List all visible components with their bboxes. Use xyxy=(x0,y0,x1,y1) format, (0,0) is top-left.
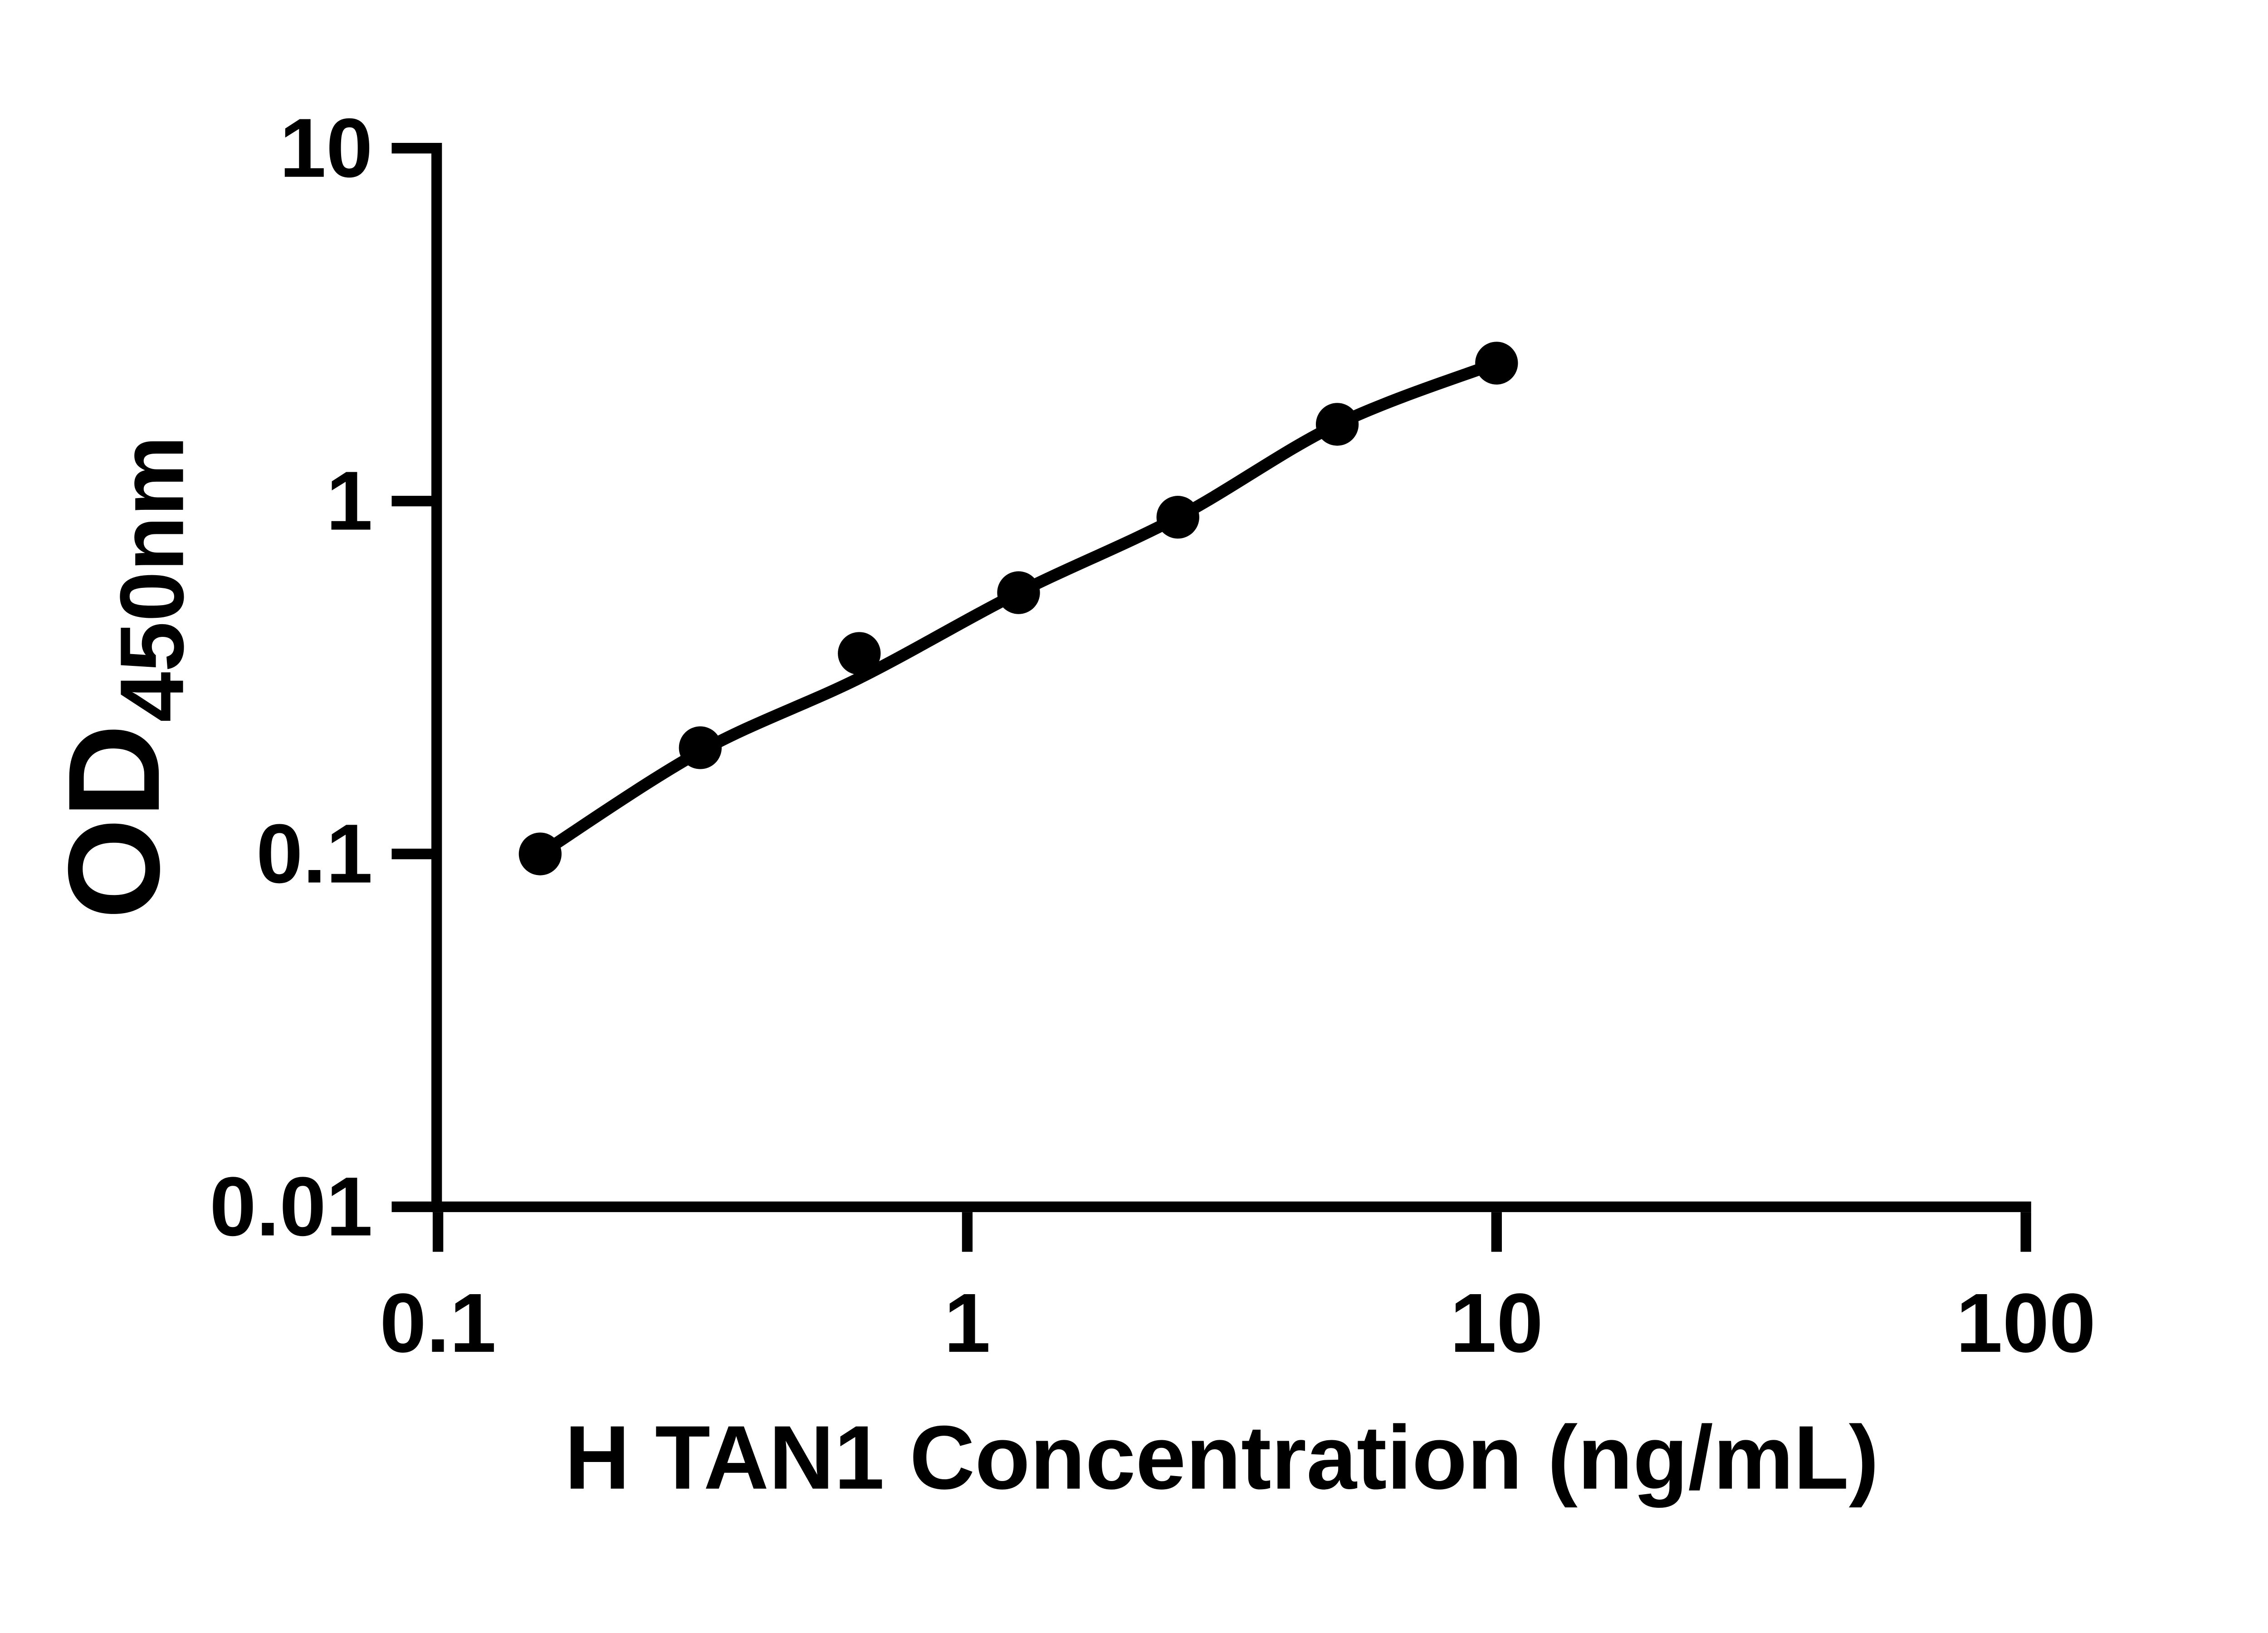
y-axis-title-sub: 450nm xyxy=(102,435,203,722)
y-tick-label: 0.1 xyxy=(256,807,373,901)
data-point-marker xyxy=(1315,403,1359,446)
data-point-marker xyxy=(997,571,1040,614)
y-axis-title-main: OD xyxy=(41,724,186,919)
data-point-marker xyxy=(838,632,881,675)
data-point-marker xyxy=(518,832,562,875)
y-axis-title: OD 450nm xyxy=(41,435,202,919)
data-point-marker xyxy=(1475,342,1518,385)
data-point-marker xyxy=(1156,496,1199,539)
x-tick-label: 100 xyxy=(1956,1276,2096,1370)
y-tick-label: 10 xyxy=(279,102,373,195)
x-axis-title: H TAN1 Concentration (ng/mL) xyxy=(565,1408,1879,1508)
x-tick-label: 0.1 xyxy=(380,1276,496,1370)
x-tick-label: 10 xyxy=(1450,1276,1543,1370)
data-point-marker xyxy=(679,726,722,769)
y-tick-label: 0.01 xyxy=(210,1160,373,1253)
chart-figure: 10 1 0.1 0.01 0.1 1 10 100 H TAN1 Concentration… xyxy=(41,101,2096,1508)
y-tick-label: 1 xyxy=(326,455,373,548)
x-tick-label: 1 xyxy=(944,1276,991,1370)
